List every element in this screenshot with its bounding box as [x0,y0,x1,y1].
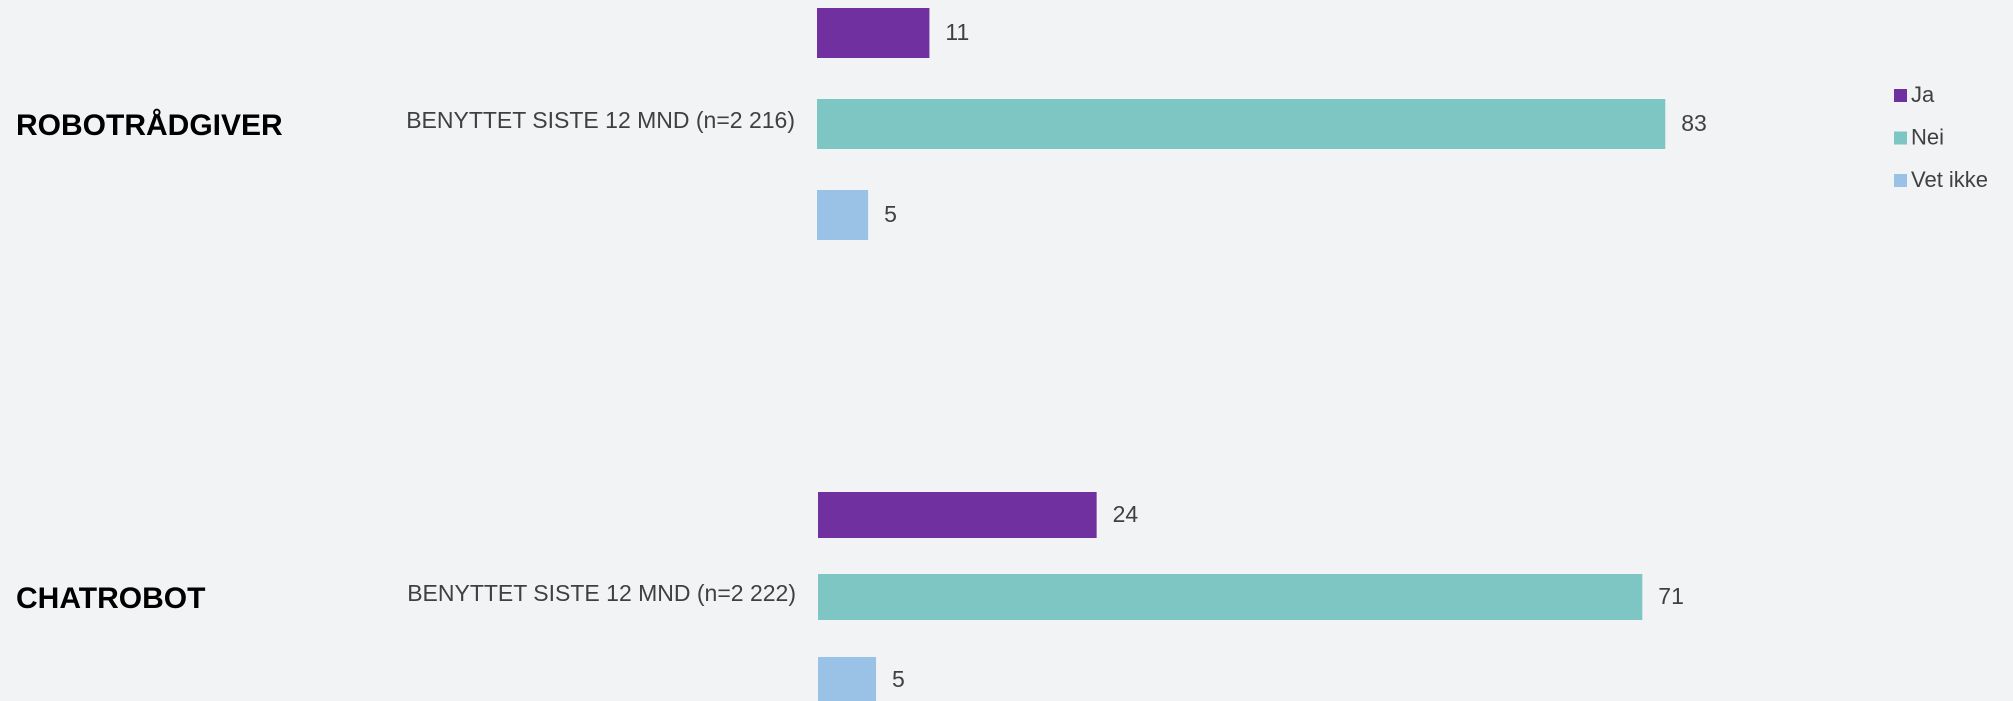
value-label: 83 [1681,110,1707,136]
legend-swatch [1894,131,1907,145]
category-label: BENYTTET SISTE 12 MND (n=2 222) [407,580,796,606]
bar [817,99,1666,149]
bar [818,492,1097,538]
value-label: 5 [892,666,905,692]
legend-label: Vet ikke [1911,167,1988,192]
category-label: BENYTTET SISTE 12 MND (n=2 216) [406,107,795,133]
legend-swatch [1894,89,1907,102]
value-label: 71 [1658,583,1684,609]
legend-label: Ja [1911,82,1935,107]
legend-label: Nei [1911,124,1944,149]
group-title: CHATROBOT [16,582,205,615]
legend-swatch [1894,174,1907,187]
bar [818,574,1643,620]
bar [817,190,869,240]
bar [818,657,877,701]
group-title: ROBOTRÅDGIVER [16,109,283,142]
value-label: 24 [1113,501,1139,527]
bar [817,8,930,58]
value-label: 5 [884,201,897,227]
value-label: 11 [945,19,969,45]
